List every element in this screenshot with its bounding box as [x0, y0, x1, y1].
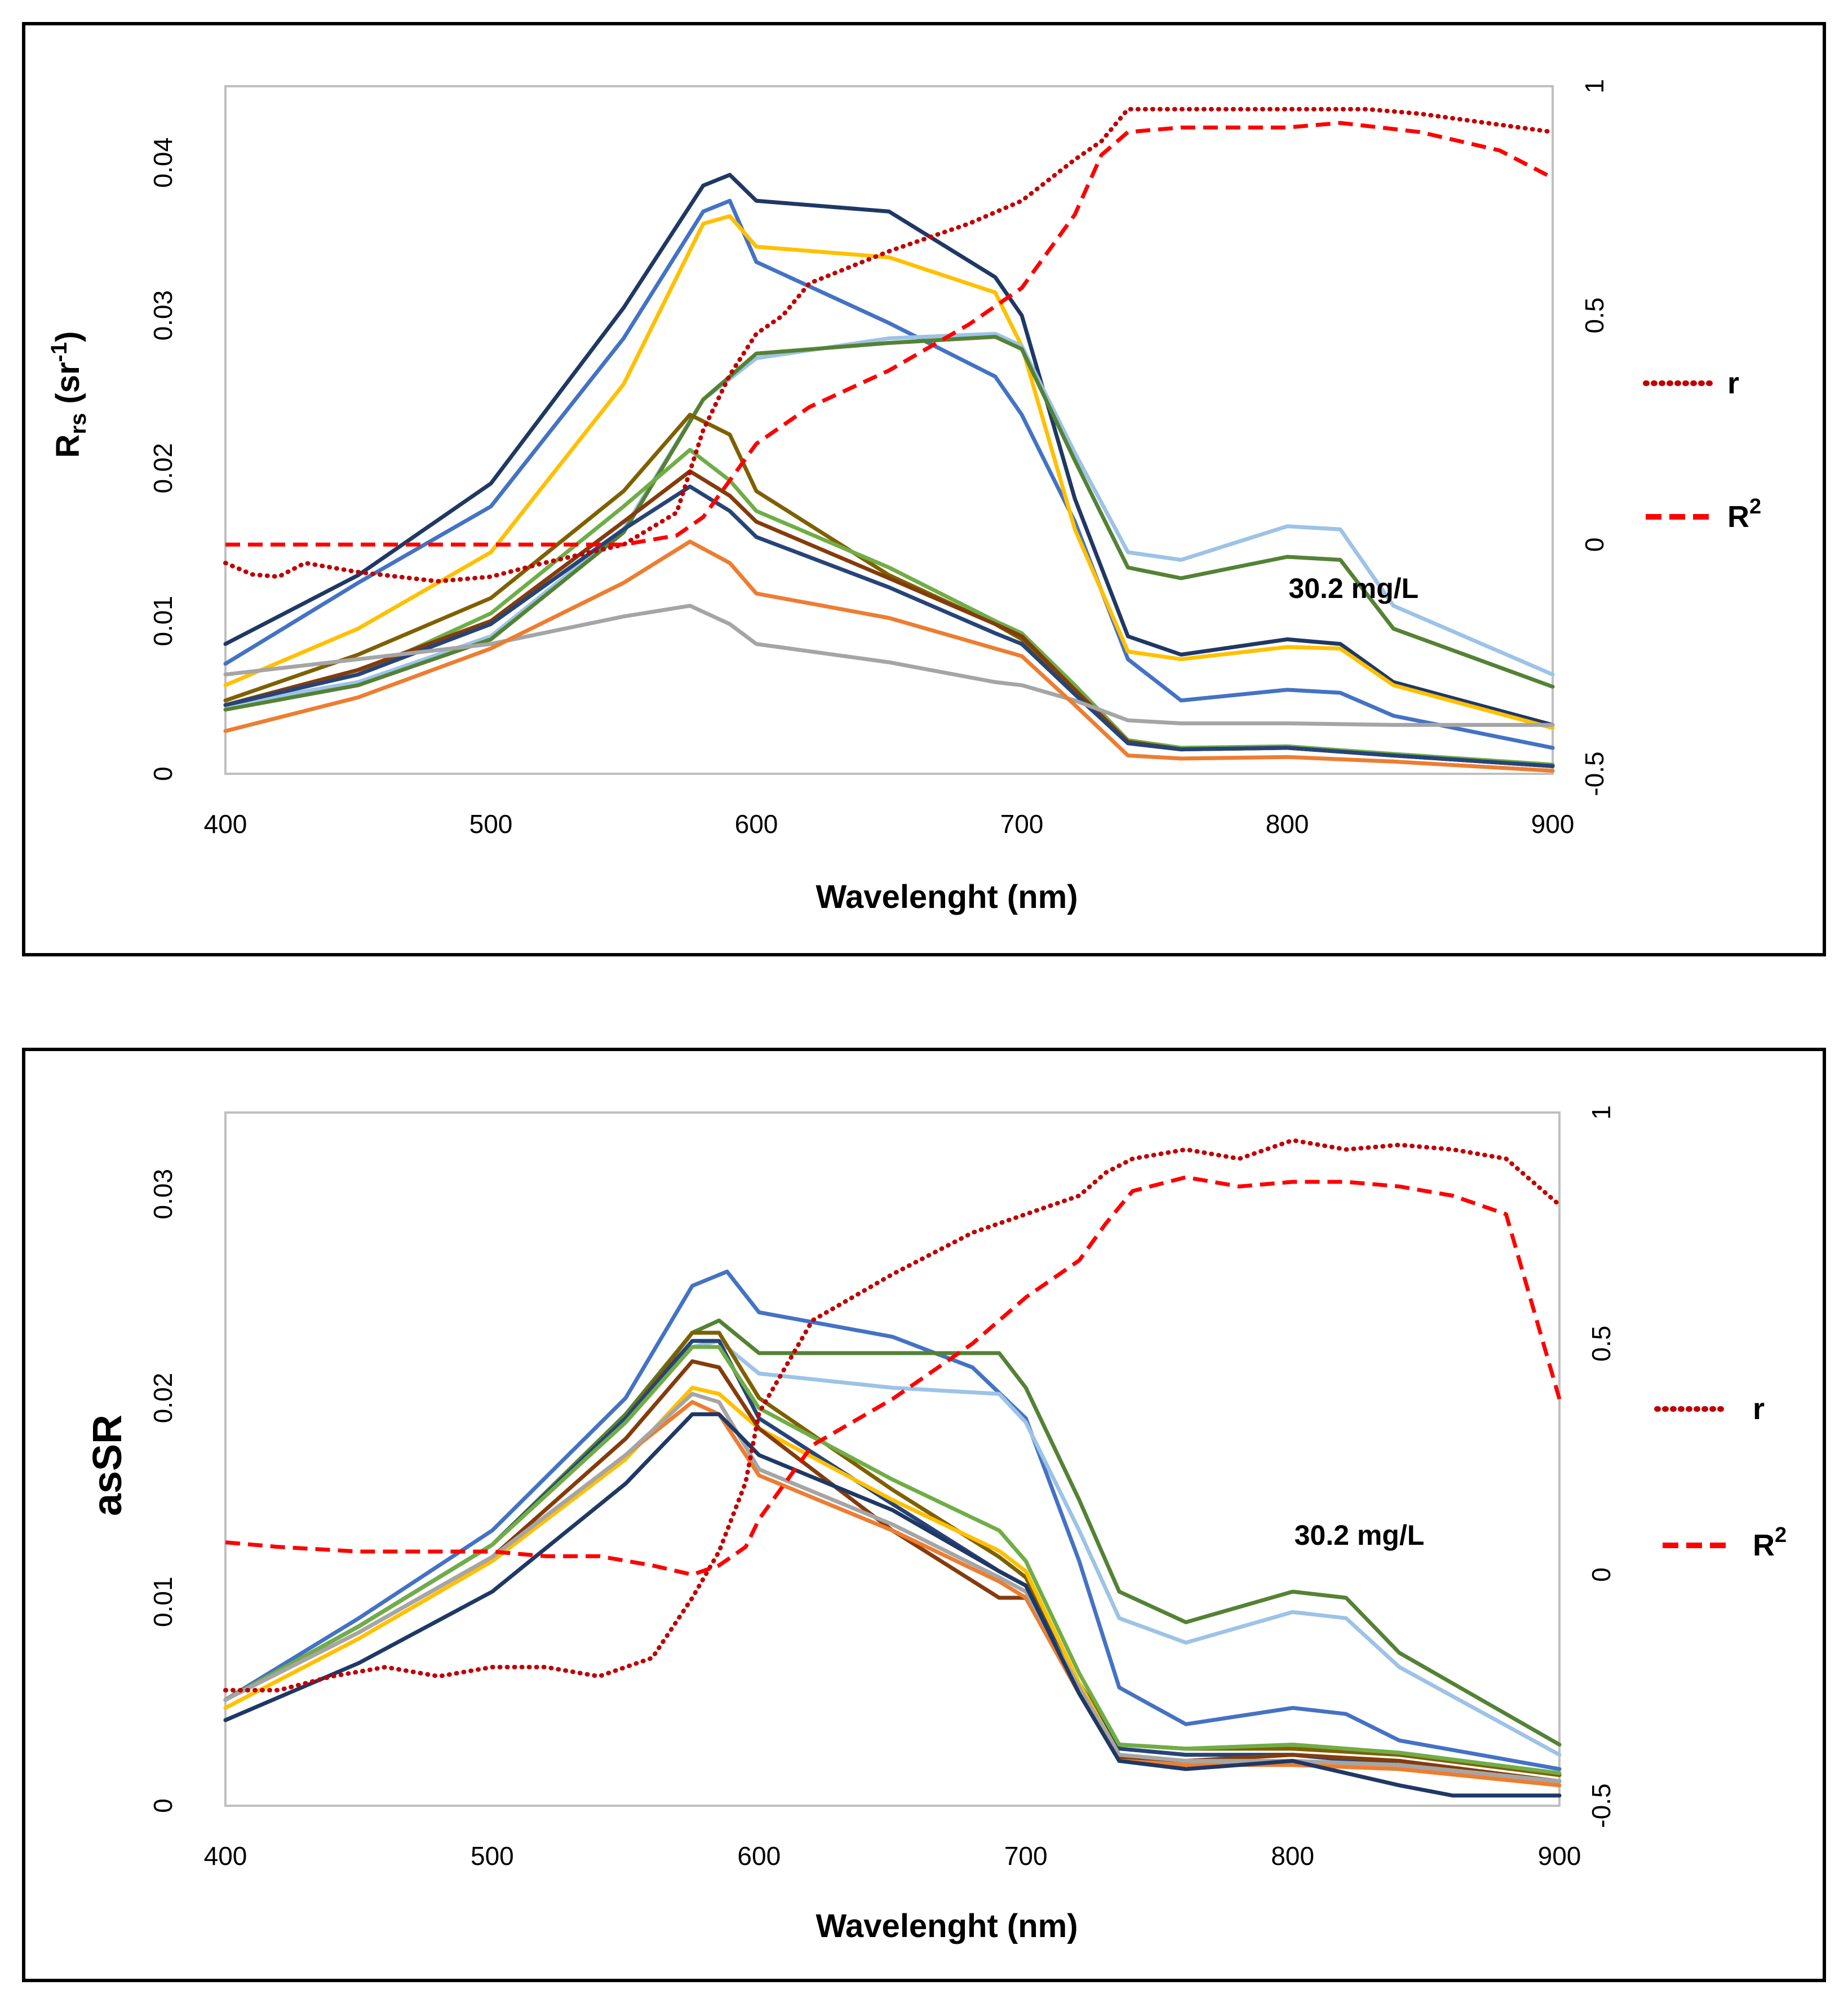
legend-r2-label: R2 [1727, 495, 1761, 534]
series-line-spectrum-4 [223, 331, 1555, 707]
legend-r2-base: R [1753, 1528, 1775, 1562]
plot-area [224, 85, 1554, 775]
series-group [223, 107, 1555, 773]
y-axis-title: Rrs (sr-1) [47, 331, 91, 458]
y2-tick-label-2: 0.5 [1580, 298, 1609, 334]
series-line-spectrum-5 [223, 335, 1555, 712]
x-axis-title: Wavelenght (nm) [816, 1908, 1078, 1944]
concentration-annotation: 30.2 mg/L [1295, 1519, 1425, 1551]
y-axis-title-subscript: rs [66, 413, 91, 435]
y-tick-label-2: 0.02 [148, 443, 178, 494]
x-axis-title: Wavelenght (nm) [816, 879, 1078, 915]
legend: r R2 [1654, 1392, 1787, 1562]
series-line-spectrum-11 [223, 539, 1555, 773]
y2-tick-label-3: 1 [1580, 79, 1609, 94]
x-axis: 400 500 600 700 800 900 [204, 809, 1575, 839]
series-line-spectrum-10 [223, 1392, 1562, 1784]
series-line-spectrum-3 [223, 214, 1555, 730]
y2-tick-label-1: 0 [1586, 1567, 1616, 1582]
y-axis-title-unit-close: ) [50, 331, 86, 342]
y-axis-right: -0.5 0 0.5 1 [1580, 79, 1609, 796]
x-tick-label-1: 500 [469, 809, 513, 839]
series-line-spectrum-11 [223, 1412, 1562, 1798]
y-tick-label-4: 0.04 [148, 138, 178, 188]
x-tick-label-4: 800 [1266, 809, 1309, 839]
plot-area [224, 1111, 1561, 1807]
series-line-spectrum-1 [223, 1269, 1562, 1771]
series-line-R2 [225, 1175, 1562, 1577]
x-tick-label-3: 700 [1000, 809, 1044, 839]
series-line-spectrum-2 [223, 198, 1555, 750]
y-tick-label-1: 0.01 [148, 1576, 178, 1627]
series-line-r [223, 1138, 1562, 1692]
chart-panel-assr: 0 0.01 0.02 0.03 -0.5 0 0.5 1 400 500 600 700 800 9… [22, 1048, 1826, 1982]
legend-r2-superscript: 2 [1749, 495, 1761, 519]
y2-tick-label-1: 0 [1580, 538, 1609, 552]
series-line-spectrum-1 [223, 172, 1555, 727]
legend-r-label: r [1727, 366, 1739, 400]
y-tick-label-0: 0 [148, 1798, 178, 1813]
x-tick-label-5: 900 [1531, 809, 1575, 839]
y-axis-right: -0.5 0 0.5 1 [1586, 1105, 1616, 1828]
series-line-spectrum-8 [223, 1359, 1562, 1784]
y-tick-label-3: 0.03 [148, 290, 178, 341]
legend-r2-base: R [1727, 500, 1749, 534]
y-axis-title-unit-superscript: -1 [47, 342, 72, 362]
x-tick-label-2: 600 [737, 1841, 781, 1871]
legend: r R2 [1643, 366, 1761, 534]
y-axis-left: 0 0.01 0.02 0.03 0.04 [148, 138, 178, 781]
y-tick-label-2: 0.02 [148, 1373, 178, 1424]
x-axis: 400 500 600 700 800 900 [204, 1841, 1581, 1871]
y2-tick-label-3: 1 [1586, 1105, 1616, 1120]
series-line-R2 [225, 121, 1554, 547]
concentration-annotation: 30.2 mg/L [1288, 573, 1419, 604]
x-tick-label-4: 800 [1271, 1841, 1314, 1871]
y-axis-title-unit-open: (sr [50, 362, 86, 413]
series-group [223, 1138, 1562, 1798]
series-line-spectrum-10 [223, 604, 1555, 727]
x-tick-label-5: 900 [1538, 1841, 1581, 1871]
legend-r-label: r [1753, 1392, 1765, 1426]
y2-tick-label-0: -0.5 [1586, 1783, 1616, 1828]
y-axis-title: asSR [85, 1415, 130, 1516]
y-tick-label-0: 0 [148, 766, 178, 781]
x-tick-label-3: 700 [1004, 1841, 1048, 1871]
y-tick-label-1: 0.01 [148, 596, 178, 646]
legend-r2-label: R2 [1753, 1523, 1787, 1562]
x-tick-label-1: 500 [471, 1841, 514, 1871]
x-tick-label-0: 400 [204, 809, 247, 839]
y-axis-left: 0 0.01 0.02 0.03 [148, 1169, 178, 1813]
series-line-spectrum-9 [223, 484, 1555, 768]
x-tick-label-2: 600 [735, 809, 778, 839]
y2-tick-label-0: -0.5 [1580, 751, 1609, 796]
y2-tick-label-2: 0.5 [1586, 1326, 1616, 1362]
legend-r2-superscript: 2 [1775, 1523, 1787, 1547]
series-line-spectrum-6 [223, 1345, 1562, 1775]
x-tick-label-0: 400 [204, 1841, 247, 1871]
series-line-r [223, 107, 1555, 584]
chart-panel-rrs: 0 0.01 0.02 0.03 0.04 -0.5 0 0.5 1 400 500 600 700… [22, 22, 1826, 956]
y-axis-title-main: R [50, 435, 86, 458]
y-tick-label-3: 0.03 [148, 1169, 178, 1220]
panel-frame [22, 22, 1826, 956]
